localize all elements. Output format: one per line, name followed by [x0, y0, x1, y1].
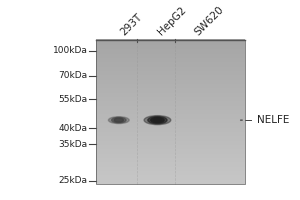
Ellipse shape — [114, 118, 124, 122]
Text: HepG2: HepG2 — [156, 5, 188, 37]
Text: SW620: SW620 — [193, 4, 226, 37]
Text: 100kDa: 100kDa — [53, 46, 88, 55]
Ellipse shape — [153, 118, 161, 122]
Ellipse shape — [148, 117, 167, 124]
Text: NELFE: NELFE — [257, 115, 290, 125]
Ellipse shape — [112, 117, 126, 123]
Ellipse shape — [151, 117, 164, 123]
Ellipse shape — [108, 117, 129, 124]
Ellipse shape — [144, 116, 171, 125]
Text: 70kDa: 70kDa — [58, 71, 88, 80]
Text: 55kDa: 55kDa — [58, 95, 88, 104]
Bar — [97, 40, 245, 184]
Text: 25kDa: 25kDa — [58, 176, 88, 185]
Text: 35kDa: 35kDa — [58, 140, 88, 149]
Text: 40kDa: 40kDa — [58, 124, 88, 133]
Text: 293T: 293T — [119, 12, 144, 37]
